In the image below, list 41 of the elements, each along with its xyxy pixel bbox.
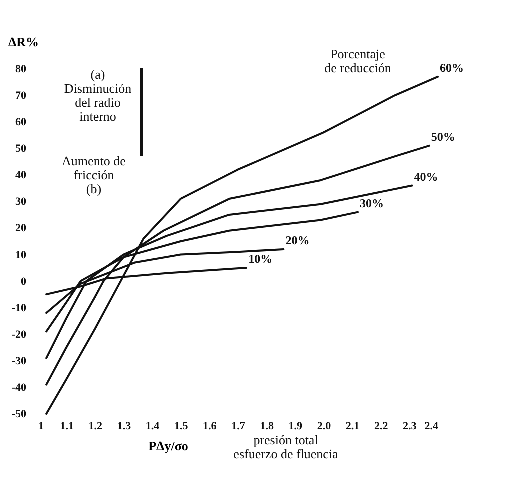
x-tick-label: 1.1 <box>60 420 74 432</box>
x-tick-label: 1.3 <box>117 420 132 432</box>
x-tick-label: 1.2 <box>88 420 104 432</box>
x-tick-label: 1.5 <box>174 420 189 432</box>
series-label: 20% <box>286 233 310 248</box>
series-label: 40% <box>414 170 438 184</box>
y-axis-title: ΔR% <box>8 34 40 50</box>
annotation: (a) Disminución del radio interno <box>64 67 132 124</box>
y-tick-label: -20 <box>12 328 27 341</box>
y-tick-label: 40 <box>16 170 27 182</box>
series-label: 30% <box>360 196 384 210</box>
x-tick-label: 1.8 <box>260 420 274 432</box>
y-tick-label: 0 <box>21 276 27 288</box>
x-tick-label: 1.7 <box>232 420 246 432</box>
series-label: 10% <box>248 252 273 266</box>
y-tick-label: -10 <box>12 302 27 314</box>
y-tick-label: 20 <box>16 222 27 235</box>
y-tick-label: 50 <box>16 143 27 156</box>
y-tick-label: 70 <box>16 90 27 102</box>
y-tick-label: -50 <box>12 408 27 420</box>
y-tick-label: 80 <box>16 64 27 76</box>
y-tick-label: -30 <box>12 355 27 368</box>
annotation: Porcentaje de reducción <box>324 46 392 76</box>
text: presión total esfuerzo de fluencia <box>234 432 339 462</box>
y-tick-label: 60 <box>16 116 27 129</box>
y-tick-label: -40 <box>12 382 27 394</box>
annotation: Aumento de fricción (b) <box>62 153 126 196</box>
y-tick-label: 10 <box>16 249 27 262</box>
x-tick-label: 1.6 <box>203 420 218 432</box>
x-tick-label: 2.3 <box>403 420 418 432</box>
x-tick-label: 2.4 <box>424 420 439 432</box>
x-tick-label: 2.0 <box>317 420 332 432</box>
series-label: 60% <box>440 60 464 75</box>
y-tick-label: 30 <box>16 196 27 208</box>
x-tick-label: 2.2 <box>374 420 389 432</box>
x-tick-label: 1.4 <box>146 420 160 432</box>
series-label: 50% <box>431 130 456 144</box>
x-tick-label: 1.9 <box>288 420 304 432</box>
x-tick-label: 1 <box>38 420 44 432</box>
x-axis-title: PΔy/σo <box>148 438 188 454</box>
x-tick-label: 2.1 <box>346 420 360 432</box>
